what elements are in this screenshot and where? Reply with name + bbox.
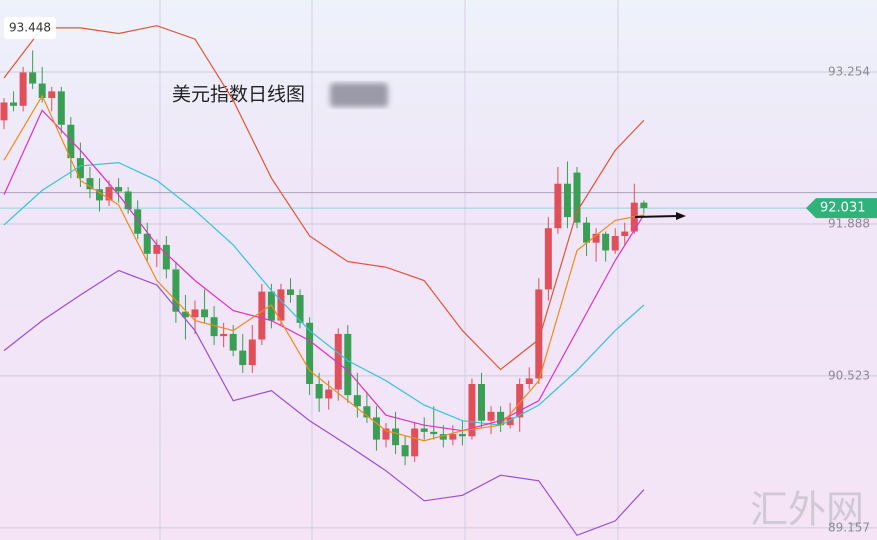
indicator-line	[3, 269, 645, 537]
candle-body	[621, 231, 629, 237]
candle-body	[105, 187, 113, 201]
candle-body	[181, 311, 189, 318]
candle-body	[640, 202, 648, 209]
candle-body	[439, 434, 447, 440]
indicator-line	[3, 109, 645, 432]
candle-body	[392, 428, 400, 446]
candle-body	[468, 383, 476, 437]
candle-body	[124, 191, 132, 210]
candle-body	[162, 244, 170, 270]
candle-body	[334, 333, 342, 390]
candle-body	[29, 72, 37, 84]
candle-body	[344, 333, 352, 396]
candle-body	[411, 428, 419, 457]
candle-body	[497, 411, 505, 426]
candle-body	[516, 383, 524, 418]
candle-body	[325, 389, 333, 399]
y-tick-label: 93.254	[828, 64, 870, 78]
candle-body	[96, 189, 103, 201]
candle-body	[525, 378, 533, 384]
candle-body	[48, 91, 56, 99]
candle-body	[38, 83, 46, 99]
candle-body	[449, 434, 457, 440]
candle-body	[10, 102, 18, 106]
candle-body	[201, 309, 209, 318]
candle-body	[315, 383, 323, 399]
last-price-tag	[806, 198, 877, 219]
candle-body	[67, 124, 75, 159]
candle-body	[134, 209, 142, 234]
candle-body	[401, 445, 409, 457]
blurred-logo	[330, 83, 388, 107]
candle-body	[239, 350, 247, 366]
y-tick-label: 89.157	[828, 520, 870, 534]
high-label-box	[4, 17, 56, 39]
candle-body	[143, 233, 151, 254]
arrow	[634, 215, 679, 218]
candle-body	[544, 228, 552, 290]
candle-body	[611, 236, 619, 251]
high-label: 93.448	[9, 21, 51, 35]
candle-body	[115, 187, 123, 192]
candle-body	[19, 72, 27, 106]
candle-body	[372, 417, 380, 440]
candle-body	[353, 395, 361, 407]
y-tick-label: 91.888	[828, 216, 870, 230]
candle-body	[248, 339, 256, 366]
candle-body	[191, 309, 199, 318]
candle-body	[172, 269, 180, 312]
candle-body	[382, 428, 390, 440]
candle-body	[554, 183, 562, 229]
candle-body	[430, 431, 438, 435]
candle-body	[277, 289, 285, 321]
candle-body	[458, 434, 466, 437]
candle-body	[306, 322, 314, 384]
indicator-line	[3, 94, 645, 442]
candle-body	[583, 222, 591, 243]
plot: 93.254 91.888 90.523 89.157	[0, 25, 877, 537]
candle-body	[420, 428, 428, 432]
indicator-line	[3, 25, 645, 371]
candle-body	[57, 91, 65, 125]
last-price-label: 92.031	[820, 201, 866, 216]
vertical-grid	[159, 0, 619, 540]
candle-body	[153, 244, 161, 254]
candle-body	[296, 294, 304, 323]
candle-body	[210, 317, 218, 337]
candle-body	[287, 289, 294, 295]
candle-body	[602, 233, 610, 251]
candle-body	[506, 417, 514, 426]
candle-body	[478, 383, 485, 421]
chart-title: 美元指数日线图	[172, 84, 305, 106]
candle-body	[0, 102, 8, 121]
candle-body	[535, 289, 543, 379]
candle-body	[86, 178, 94, 190]
candle-body	[220, 333, 228, 337]
candle-body	[229, 333, 237, 351]
candle-body	[76, 158, 84, 179]
candle-body	[363, 406, 371, 418]
watermark: 汇外网	[750, 488, 864, 532]
y-tick-label: 90.523	[828, 368, 870, 382]
indicator-line	[3, 161, 645, 426]
candle-body	[487, 411, 495, 421]
arrow-head	[676, 212, 686, 220]
candle-body	[592, 233, 600, 243]
candle-body	[563, 183, 571, 218]
candle-body	[573, 172, 581, 223]
candle-body	[258, 291, 266, 340]
